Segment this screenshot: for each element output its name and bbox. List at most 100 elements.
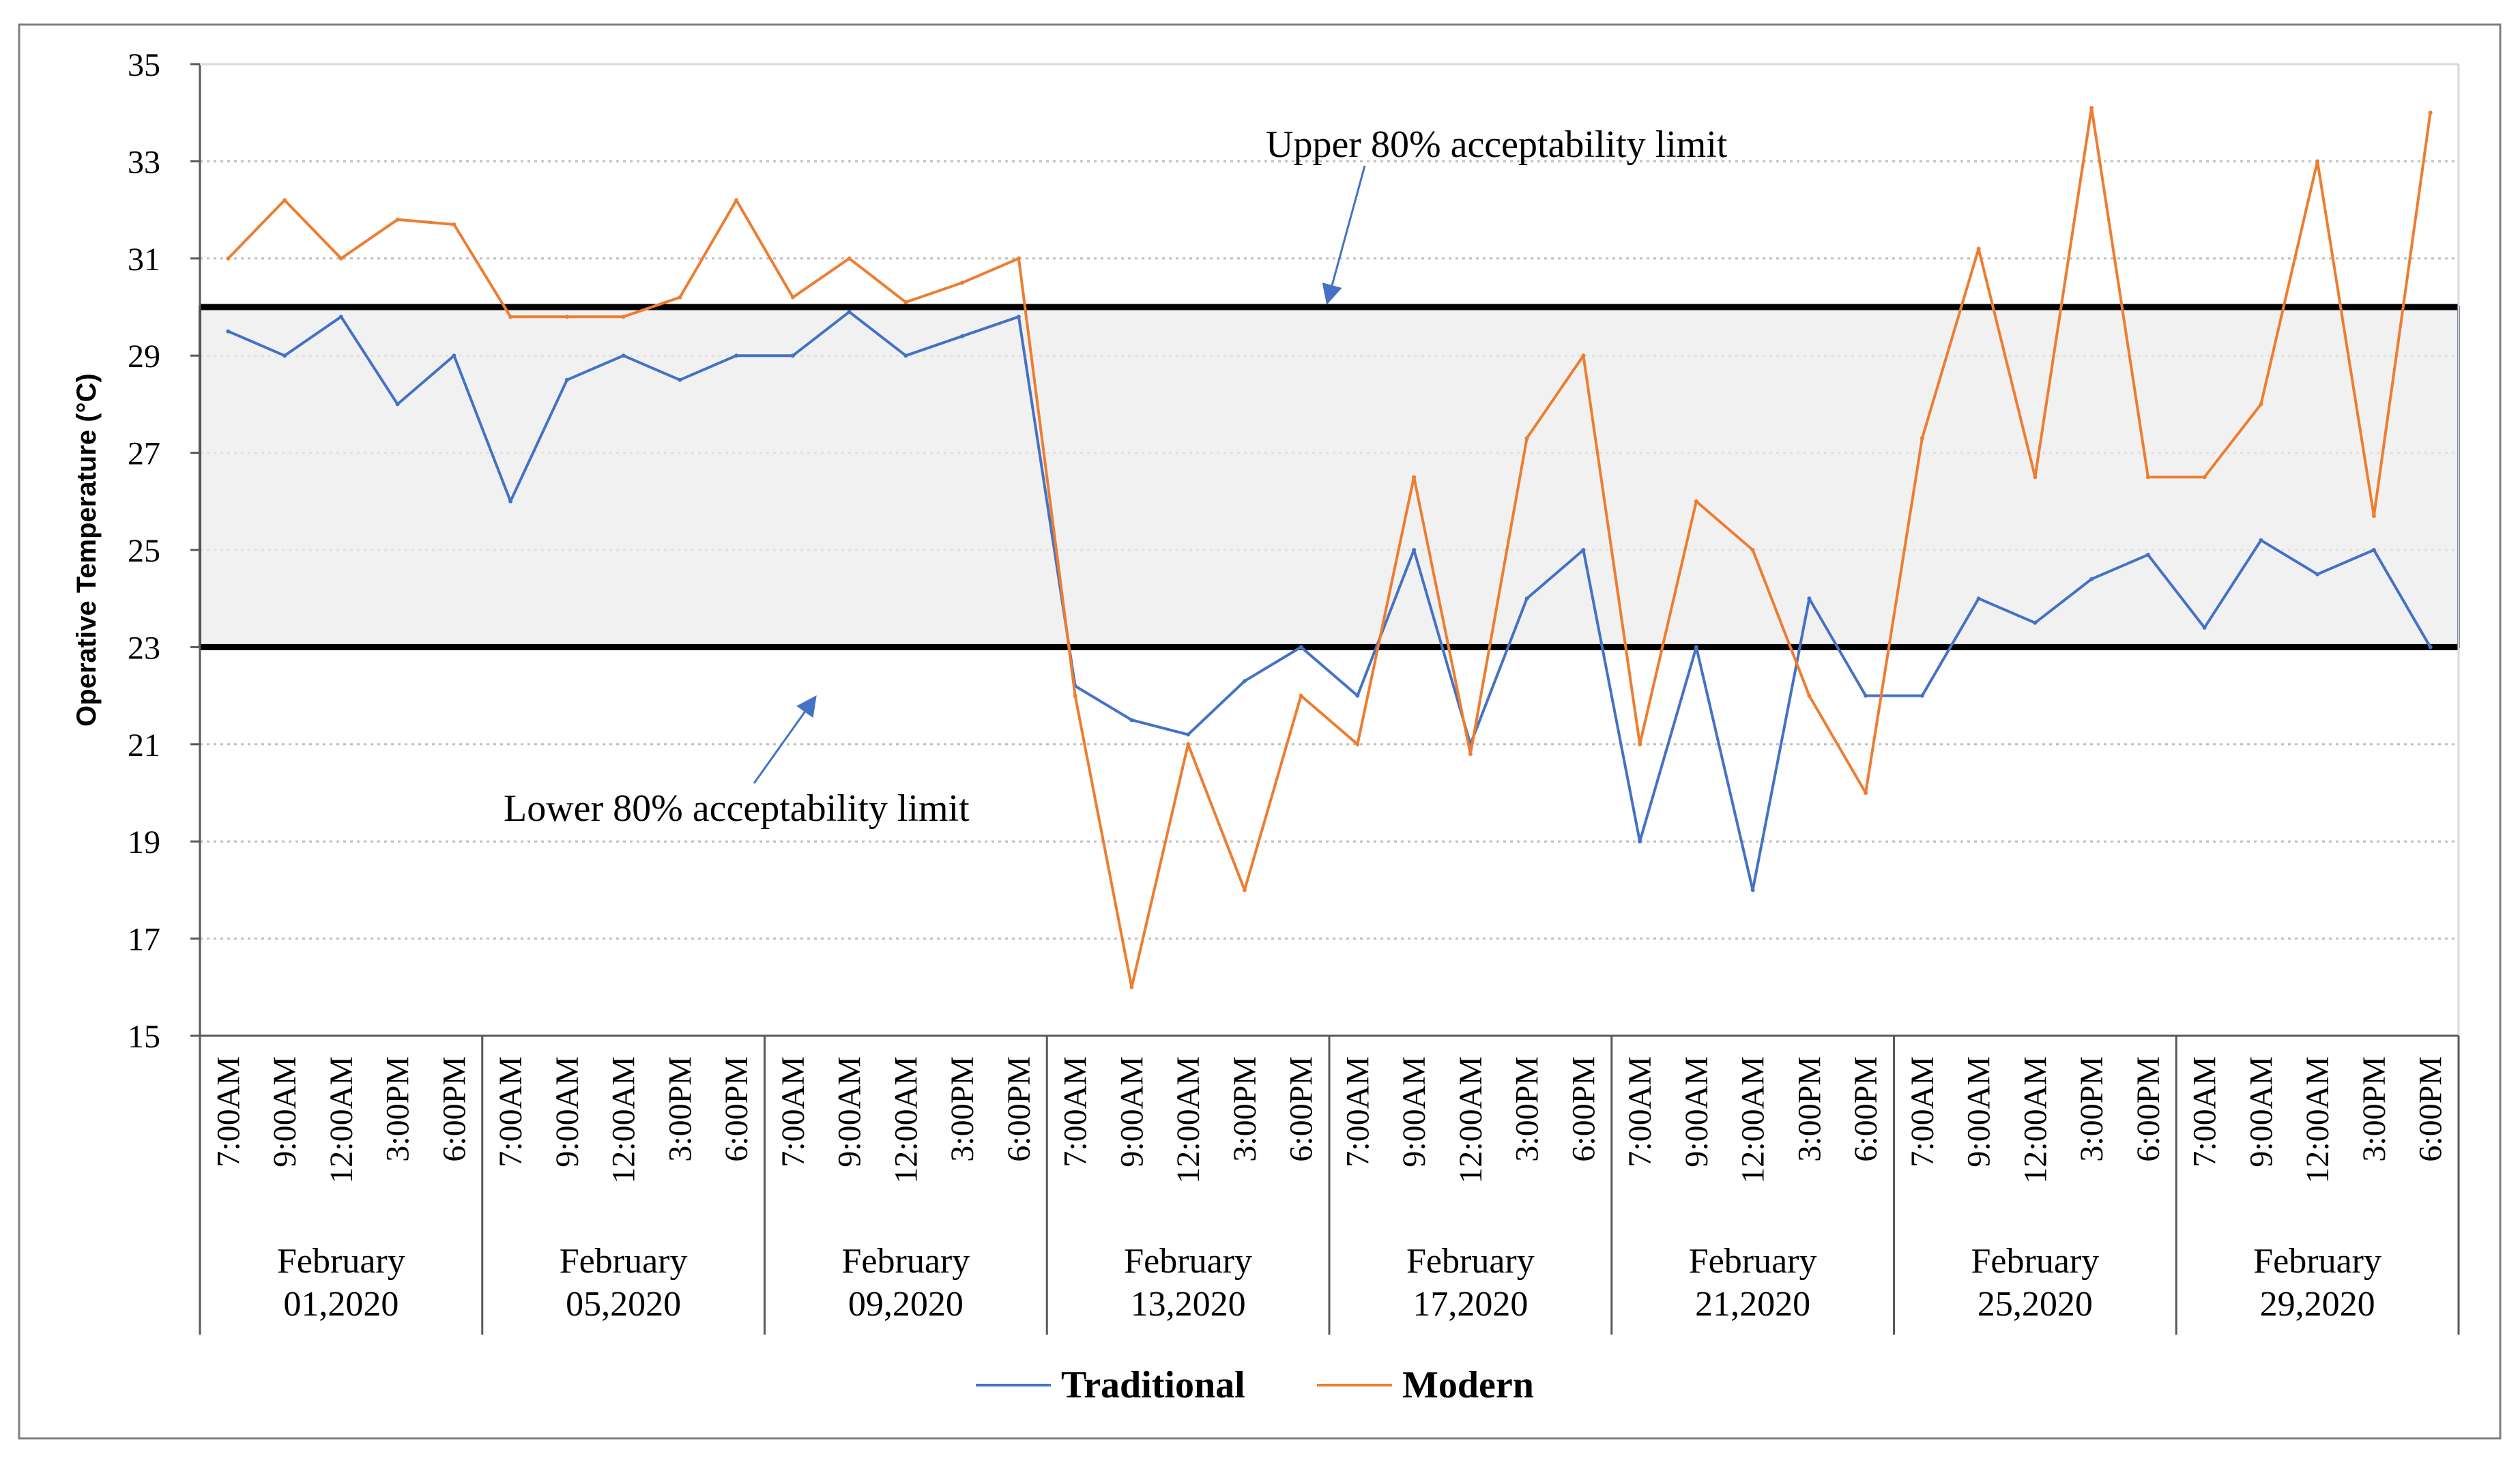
data-point-modern bbox=[508, 315, 513, 319]
data-point-modern bbox=[1524, 436, 1529, 441]
time-tick-label: 9:00AM bbox=[2243, 1056, 2279, 1167]
time-tick-label: 6:00PM bbox=[1001, 1056, 1037, 1162]
data-point-modern bbox=[1694, 499, 1698, 504]
data-point-traditional bbox=[847, 310, 852, 315]
upper-limit-annotation: Upper 80% acceptability limit bbox=[1266, 124, 1728, 166]
data-point-modern bbox=[678, 295, 682, 300]
time-tick-label: 9:00AM bbox=[1396, 1056, 1432, 1167]
data-point-modern bbox=[452, 222, 457, 227]
data-point-traditional bbox=[395, 402, 400, 407]
data-point-modern bbox=[1920, 436, 1924, 441]
time-tick-label: 3:00PM bbox=[944, 1056, 981, 1162]
series-line-traditional bbox=[227, 310, 2432, 892]
time-tick-label: 7:00AM bbox=[1058, 1056, 1094, 1167]
time-tick-label: 9:00AM bbox=[549, 1056, 585, 1167]
data-point-modern bbox=[1242, 888, 1247, 892]
time-tick-label: 7:00AM bbox=[1905, 1056, 1941, 1167]
data-point-modern bbox=[2202, 475, 2207, 480]
data-point-traditional bbox=[338, 315, 343, 319]
data-point-traditional bbox=[1299, 645, 1303, 650]
data-point-modern bbox=[847, 256, 852, 261]
group-label-line1: February bbox=[2253, 1242, 2381, 1281]
data-point-traditional bbox=[508, 499, 513, 504]
data-point-traditional bbox=[226, 329, 231, 334]
data-point-modern bbox=[226, 256, 231, 261]
data-point-traditional bbox=[960, 334, 965, 338]
time-tick-label: 3:00PM bbox=[2074, 1056, 2110, 1162]
time-tick-label: 12:00AM bbox=[606, 1056, 642, 1184]
time-tick-label: 7:00AM bbox=[210, 1056, 246, 1167]
time-tick-label: 12:00AM bbox=[888, 1056, 924, 1184]
data-point-modern bbox=[395, 217, 400, 222]
time-tick-label: 3:00PM bbox=[662, 1056, 698, 1162]
data-point-modern bbox=[2259, 402, 2263, 407]
group-label-line1: February bbox=[1689, 1242, 1817, 1281]
data-point-modern bbox=[1355, 742, 1360, 746]
y-tick-label: 29 bbox=[128, 338, 160, 375]
time-tick-label: 3:00PM bbox=[1791, 1056, 1827, 1162]
time-tick-label: 3:00PM bbox=[1227, 1056, 1263, 1162]
data-point-modern bbox=[1073, 693, 1077, 698]
data-point-modern bbox=[283, 198, 287, 203]
time-tick-label: 12:00AM bbox=[323, 1056, 360, 1184]
group-label-line1: February bbox=[277, 1242, 405, 1281]
time-tick-label: 6:00PM bbox=[436, 1056, 472, 1162]
series-line-modern bbox=[227, 106, 2432, 989]
data-point-traditional bbox=[790, 353, 795, 358]
y-tick-label: 15 bbox=[128, 1019, 160, 1055]
y-tick-label: 35 bbox=[128, 47, 160, 83]
data-point-traditional bbox=[2145, 553, 2150, 557]
data-point-modern bbox=[2428, 111, 2433, 115]
data-point-modern bbox=[1638, 742, 1642, 746]
time-tick-label: 9:00AM bbox=[1679, 1056, 1715, 1167]
group-label-line2: 17,2020 bbox=[1413, 1285, 1528, 1324]
group-label-line2: 09,2020 bbox=[848, 1285, 964, 1324]
data-point-traditional bbox=[2259, 538, 2263, 542]
data-point-traditional bbox=[1694, 645, 1698, 650]
data-point-traditional bbox=[2202, 625, 2207, 630]
data-point-traditional bbox=[1129, 718, 1134, 723]
data-point-traditional bbox=[2089, 577, 2094, 581]
data-point-traditional bbox=[1638, 839, 1642, 844]
data-point-traditional bbox=[2371, 548, 2376, 552]
data-point-modern bbox=[1016, 256, 1021, 261]
data-point-traditional bbox=[1524, 596, 1529, 601]
time-tick-label: 12:00AM bbox=[1735, 1056, 1771, 1184]
data-point-traditional bbox=[564, 377, 569, 382]
y-axis-label: Operative Temperature (°C) bbox=[72, 373, 102, 727]
time-tick-label: 3:00PM bbox=[380, 1056, 416, 1162]
data-point-traditional bbox=[2033, 620, 2038, 625]
legend-label-modern: Modern bbox=[1402, 1364, 1534, 1406]
data-point-traditional bbox=[1242, 679, 1247, 684]
data-point-traditional bbox=[1581, 548, 1586, 552]
time-tick-label: 6:00PM bbox=[719, 1056, 755, 1162]
data-point-traditional bbox=[2315, 572, 2320, 577]
data-point-modern bbox=[2315, 159, 2320, 164]
data-point-traditional bbox=[1186, 732, 1191, 737]
group-label-line1: February bbox=[1971, 1242, 2100, 1281]
data-point-modern bbox=[564, 315, 569, 319]
data-point-modern bbox=[1299, 693, 1303, 698]
time-tick-label: 7:00AM bbox=[1622, 1056, 1658, 1167]
data-point-modern bbox=[621, 315, 626, 319]
data-point-traditional bbox=[1355, 693, 1360, 698]
y-tick-label: 23 bbox=[128, 630, 160, 666]
time-tick-label: 3:00PM bbox=[2356, 1056, 2392, 1162]
upper-limit-arrow bbox=[1322, 165, 1366, 305]
data-point-traditional bbox=[621, 353, 626, 358]
y-tick-label: 25 bbox=[128, 533, 160, 569]
group-label-line2: 01,2020 bbox=[283, 1285, 399, 1324]
data-point-modern bbox=[1186, 742, 1191, 746]
time-tick-label: 6:00PM bbox=[1848, 1056, 1884, 1162]
time-tick-label: 7:00AM bbox=[1339, 1056, 1376, 1167]
lower-limit-annotation: Lower 80% acceptability limit bbox=[504, 787, 970, 830]
group-label-line1: February bbox=[1124, 1242, 1252, 1281]
acceptability-band bbox=[199, 306, 2460, 649]
y-tick-label: 31 bbox=[128, 242, 160, 278]
data-point-modern bbox=[1864, 791, 1868, 795]
y-tick-label: 21 bbox=[128, 727, 160, 764]
data-point-traditional bbox=[1807, 596, 1812, 601]
time-tick-label: 6:00PM bbox=[1284, 1056, 1320, 1162]
time-tick-label: 9:00AM bbox=[1961, 1056, 1997, 1167]
